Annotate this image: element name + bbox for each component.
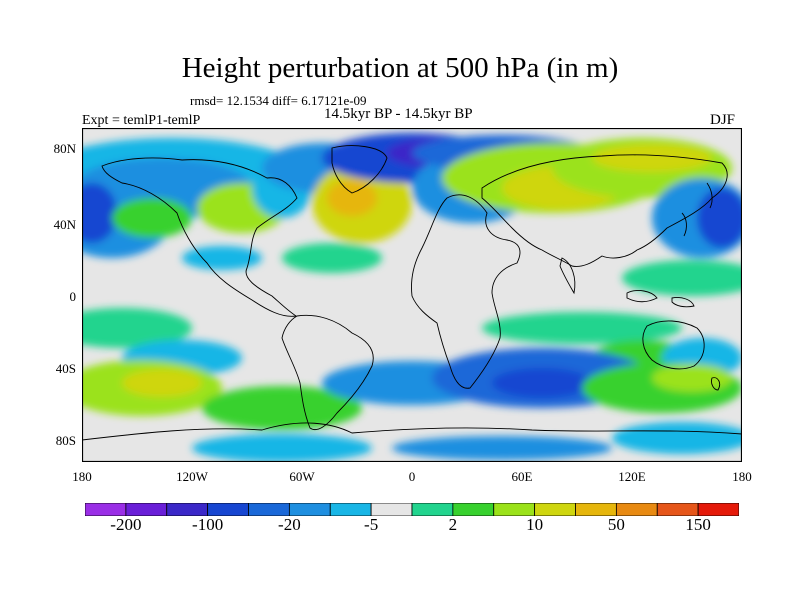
colorbar-label: 50 <box>607 515 625 534</box>
stats-label: rmsd= 12.1534 diff= 6.17121e-09 <box>190 93 367 108</box>
lon-tick-label: 60W <box>289 469 315 484</box>
colorbar-label: 2 <box>448 515 458 534</box>
contour-region-3 <box>82 183 117 243</box>
map-frame <box>82 128 742 462</box>
lat-tick-label: 40S <box>55 361 76 376</box>
colorbar-label: -100 <box>192 515 224 534</box>
contour-region-33 <box>492 368 592 398</box>
contour-region-29 <box>122 369 202 397</box>
contour-region-9 <box>327 180 377 216</box>
colorbar-label: 10 <box>526 515 544 534</box>
contour-region-19 <box>697 188 742 248</box>
contour-region-17 <box>592 144 712 172</box>
colorbar-label: -200 <box>110 515 142 534</box>
contour-region-23 <box>82 308 192 348</box>
lon-tick-label: 60E <box>511 469 533 484</box>
contour-region-22 <box>622 260 742 296</box>
colorbar-label: -20 <box>278 515 301 534</box>
colorbar-label: 150 <box>685 515 711 534</box>
period-label: 14.5kyr BP - 14.5kyr BP <box>324 106 473 122</box>
lat-tick-label: 40N <box>53 217 76 232</box>
lat-tick-label: 80N <box>53 141 76 156</box>
lon-tick-label: 120W <box>176 469 208 484</box>
lon-tick-label: 0 <box>408 469 416 484</box>
lat-tick-label: 80S <box>55 433 76 448</box>
contour-region-37 <box>392 436 612 460</box>
colorbar <box>85 503 739 516</box>
contour-region-20 <box>182 246 262 270</box>
colorbar-label: -5 <box>364 515 379 534</box>
season-label: DJF <box>710 112 736 128</box>
lon-tick-label: 180 <box>72 469 92 484</box>
contour-region-4 <box>112 198 192 238</box>
contour-region-21 <box>282 243 382 273</box>
contour-region-35 <box>652 364 732 392</box>
lon-tick-label: 120E <box>618 469 646 484</box>
colorbar-box <box>697 503 739 516</box>
contour-region-38 <box>612 422 742 454</box>
lon-tick-label: 180 <box>732 469 752 484</box>
coastlines <box>82 145 742 441</box>
contour-region-36 <box>192 434 372 462</box>
lat-tick-label: 0 <box>69 289 77 304</box>
plot-title: Height perturbation at 500 hPa (in m) <box>181 52 619 84</box>
contour-region-25 <box>482 312 682 344</box>
contour-region-30 <box>202 386 362 430</box>
height-perturbation-map <box>82 128 742 462</box>
experiment-label: Expt = temlP1-temlP <box>82 113 201 128</box>
